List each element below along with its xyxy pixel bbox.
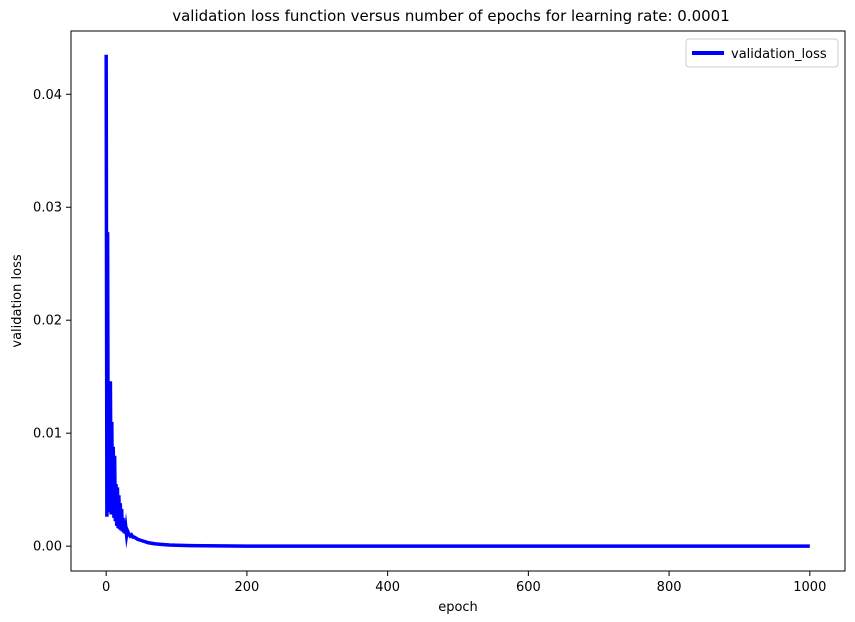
- x-axis-title: epoch: [438, 600, 478, 615]
- legend: validation_loss: [685, 38, 839, 68]
- y-tick-label: 0.01: [33, 427, 62, 442]
- y-axis-ticks: 0.00 0.01 0.02 0.03 0.04: [33, 88, 71, 555]
- x-tick-label: 800: [657, 580, 682, 595]
- y-tick-label: 0.00: [33, 540, 62, 555]
- y-tick-label: 0.03: [33, 201, 62, 216]
- plot-area: [71, 31, 845, 571]
- series-line-validation-loss: [104, 54, 810, 549]
- x-tick-label: 1000: [793, 580, 826, 595]
- y-tick-label: 0.04: [33, 88, 62, 103]
- chart-title: validation loss function versus number o…: [172, 7, 730, 25]
- y-axis-title: validation loss: [10, 254, 25, 347]
- legend-box: [685, 38, 839, 68]
- x-axis-ticks: 0 200 400 600 800 1000: [102, 571, 826, 595]
- y-tick-label: 0.02: [33, 314, 62, 329]
- x-tick-label: 200: [234, 580, 259, 595]
- x-tick-label: 400: [375, 580, 400, 595]
- x-tick-label: 600: [516, 580, 541, 595]
- series-layer: [104, 54, 810, 549]
- x-tick-label: 0: [102, 580, 110, 595]
- legend-label-validation-loss: validation_loss: [731, 47, 827, 62]
- plot-frame: [70, 30, 846, 572]
